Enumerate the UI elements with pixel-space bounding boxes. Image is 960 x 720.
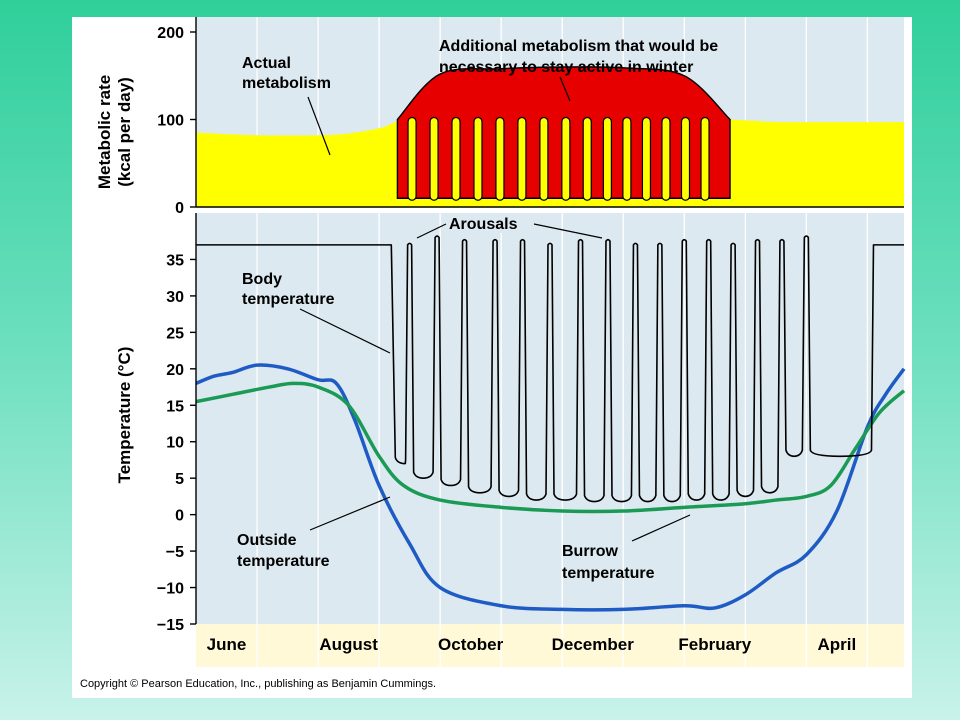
torpor-gap-metabolic [602, 116, 612, 201]
torpor-gap-metabolic [517, 116, 527, 201]
torpor-gap-metabolic [700, 116, 710, 201]
temperature-axis-label: Temperature (°C) [115, 347, 134, 484]
torpor-gap-metabolic [451, 116, 461, 201]
hibernation-chart: 0 100 200 −15 −10 −5 0 5 10 15 20 25 30 35 June Augus… [95, 17, 906, 667]
figure-panel: 0 100 200 −15 −10 −5 0 5 10 15 20 25 30 35 June Augus… [72, 17, 912, 698]
month-label: August [319, 635, 378, 654]
torpor-gap-metabolic [561, 116, 571, 201]
torpor-gap-metabolic [680, 116, 691, 201]
metabolic-axis-label-line1: Metabolic rate [95, 75, 114, 189]
torpor-gap-metabolic [495, 116, 505, 201]
torpor-gap-metabolic [622, 116, 632, 201]
y-tick-label: 100 [157, 113, 184, 130]
y-tick-label: −5 [166, 544, 184, 561]
y-tick-label: 0 [175, 508, 184, 525]
y-tick-label: −15 [157, 617, 184, 634]
annotation-additional-line2: necessary to stay active in winter [439, 59, 693, 76]
annotation-burrow-temperature: Burrow temperature [562, 514, 691, 582]
temperature-y-ticks: −15 −10 −5 0 5 10 15 20 25 30 35 [157, 213, 197, 634]
y-tick-label: 30 [166, 289, 184, 306]
annotation-additional-line1: Additional metabolism that would be [439, 38, 718, 55]
y-tick-label: 200 [157, 25, 184, 42]
month-label: December [552, 635, 635, 654]
annotation-actual-metabolism: Actual metabolism [242, 55, 331, 156]
month-label: October [438, 635, 504, 654]
y-tick-label: 5 [175, 471, 184, 488]
annotation-arousals: Arousals [416, 213, 603, 239]
arousals-label-background [444, 213, 536, 233]
annotation-burrow-pointer [631, 514, 691, 542]
month-label: June [207, 635, 247, 654]
annotation-body-line1: Body [242, 271, 282, 288]
annotation-burrow-line1: Burrow [562, 543, 619, 560]
month-strip-background [196, 624, 904, 667]
torpor-gap-metabolic [429, 116, 439, 201]
arousals-pointer-left [416, 223, 447, 239]
y-tick-label: 20 [166, 362, 184, 379]
annotation-actual-line1: Actual [242, 55, 291, 72]
annotation-outside-line2: temperature [237, 553, 330, 570]
annotation-outside-pointer [309, 496, 391, 531]
y-tick-label: 0 [175, 200, 184, 217]
torpor-gap-metabolic [641, 116, 652, 201]
annotation-arousals-text: Arousals [449, 216, 518, 233]
annotation-actual-pointer [307, 96, 331, 156]
outside-temperature-line [195, 363, 906, 612]
annotation-additional-pointer [559, 76, 571, 102]
month-label: February [678, 635, 751, 654]
annotation-actual-line2: metabolism [242, 75, 331, 92]
y-tick-label: 35 [166, 252, 184, 269]
metabolic-y-ticks: 0 100 200 [157, 17, 197, 217]
month-labels: June August October December February April [207, 635, 857, 654]
y-tick-label: 25 [166, 325, 184, 342]
annotation-additional-metabolism: Additional metabolism that would be nece… [439, 38, 718, 102]
metabolic-axis-label-line2: (kcal per day) [115, 77, 134, 187]
y-tick-label: 10 [166, 435, 184, 452]
torpor-gap-metabolic [539, 116, 549, 201]
annotation-body-temperature: Body temperature [242, 271, 391, 354]
annotation-body-line2: temperature [242, 291, 335, 308]
y-tick-label: 15 [166, 398, 184, 415]
torpor-gap-metabolic [661, 116, 671, 201]
y-tick-label: −10 [157, 581, 184, 598]
body-temperature-line [196, 235, 904, 503]
torpor-gap-metabolic [473, 116, 483, 201]
arousals-pointer-right [533, 223, 603, 239]
annotation-burrow-line2: temperature [562, 565, 655, 582]
annotation-body-pointer [299, 308, 391, 354]
annotation-outside-temperature: Outside temperature [237, 496, 391, 570]
annotation-outside-line1: Outside [237, 532, 297, 549]
torpor-gap-metabolic [407, 116, 417, 201]
burrow-temperature-line [195, 381, 906, 514]
copyright-notice: Copyright © Pearson Education, Inc., pub… [80, 678, 437, 690]
torpor-gap-metabolic [582, 116, 592, 201]
month-label: April [817, 635, 856, 654]
